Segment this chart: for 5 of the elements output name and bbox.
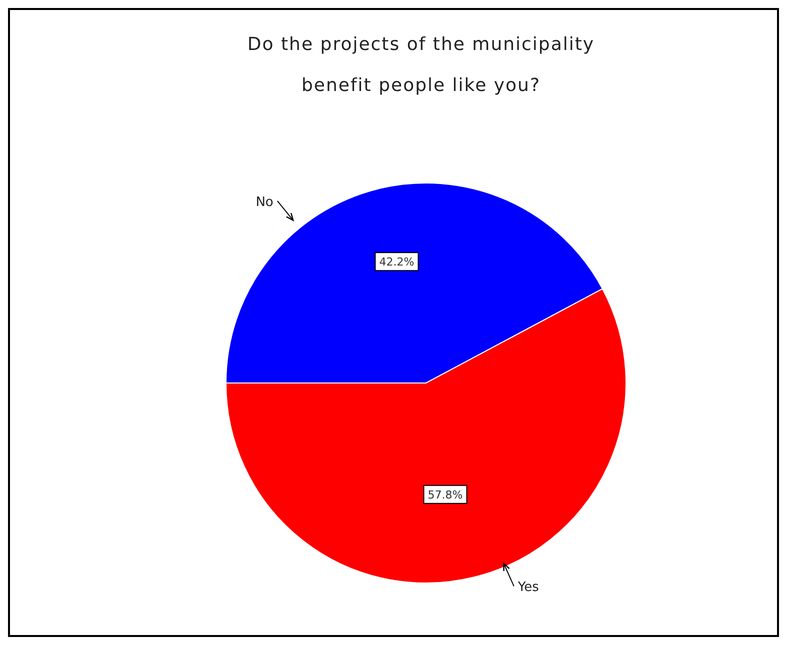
data-label: 57.8% bbox=[428, 488, 463, 502]
chart-title: Do the projects of the municipality benefit people like you? bbox=[247, 34, 595, 96]
slice-label: Yes bbox=[516, 580, 540, 596]
data-label: 42.2% bbox=[379, 256, 414, 269]
slice-label: No bbox=[256, 194, 274, 210]
